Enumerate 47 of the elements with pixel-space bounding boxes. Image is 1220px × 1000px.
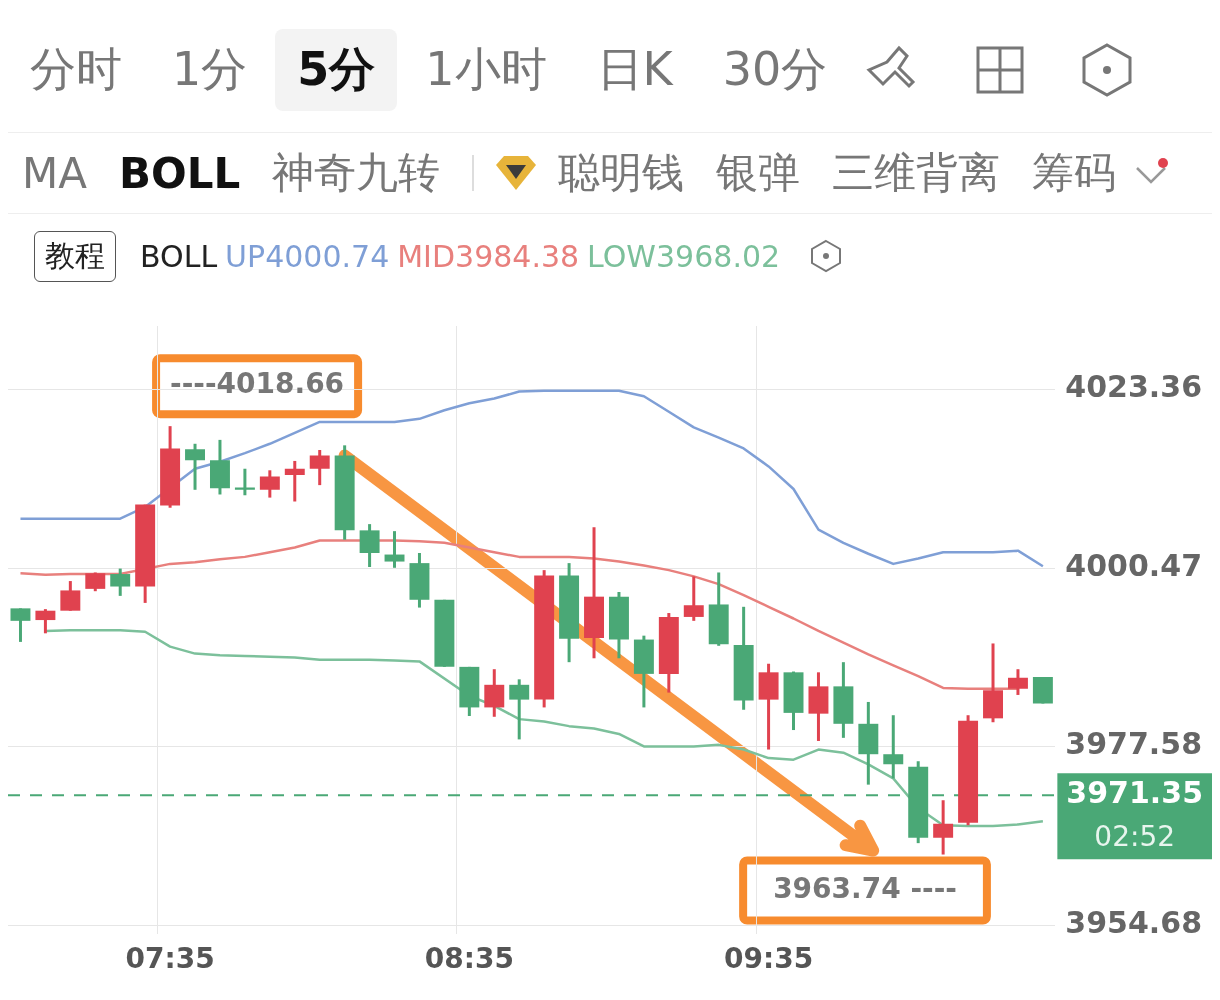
annotation: 3963.74 ---- [773,871,957,905]
text: 筹码 [1031,147,1118,199]
text: LOW3968.02 [587,238,781,274]
legend-title: BOLL [140,238,218,274]
text: 聪明钱 [557,147,686,199]
candlestick [384,531,405,568]
text: MA [21,148,88,198]
y-tick-label: 3977.58 [1065,726,1202,762]
x-tick-label: 09:35 [724,942,814,976]
text: 02:52 [1094,820,1176,854]
candlestick [85,572,106,593]
candlestick [683,576,704,621]
text: 神奇九转 [271,147,442,199]
text: 5分 [275,29,398,111]
text: 分时 [29,41,123,98]
candlestick [484,669,505,717]
candlestick [309,450,330,487]
candlestick [883,715,904,779]
candlestick [185,442,205,490]
y-tick-label: 4000.47 [1065,547,1202,583]
text: 1小时 [424,41,548,98]
candlestick [234,468,255,496]
candlestick [60,581,81,611]
y-tick-label: 4023.36 [1065,369,1202,405]
ref-line-label: 3971.35 [1066,774,1203,810]
text: 日K [595,41,675,98]
text: BOLL [117,148,242,198]
candlestick [509,679,530,740]
text: 30分 [721,41,829,98]
candlestick [259,470,280,498]
x-tick-label: 08:35 [424,942,514,976]
candlestick [10,608,31,642]
candlestick [284,459,305,502]
text: 1分 [171,41,249,98]
candlestick [110,568,131,596]
candlestick [359,524,380,568]
candlestick [1007,669,1028,695]
candlestick [933,800,954,855]
text: 三维背离 [831,147,1002,199]
text: UP4000.74 [225,238,390,274]
text: 教程 [34,230,116,282]
annotation: ----4018.66 [170,367,345,401]
x-tick-label: 07:35 [125,942,215,976]
text: 银弹 [715,147,802,199]
y-tick-label: 3954.68 [1065,904,1202,940]
candlestick [35,609,56,634]
text: MID3984.38 [397,238,580,274]
